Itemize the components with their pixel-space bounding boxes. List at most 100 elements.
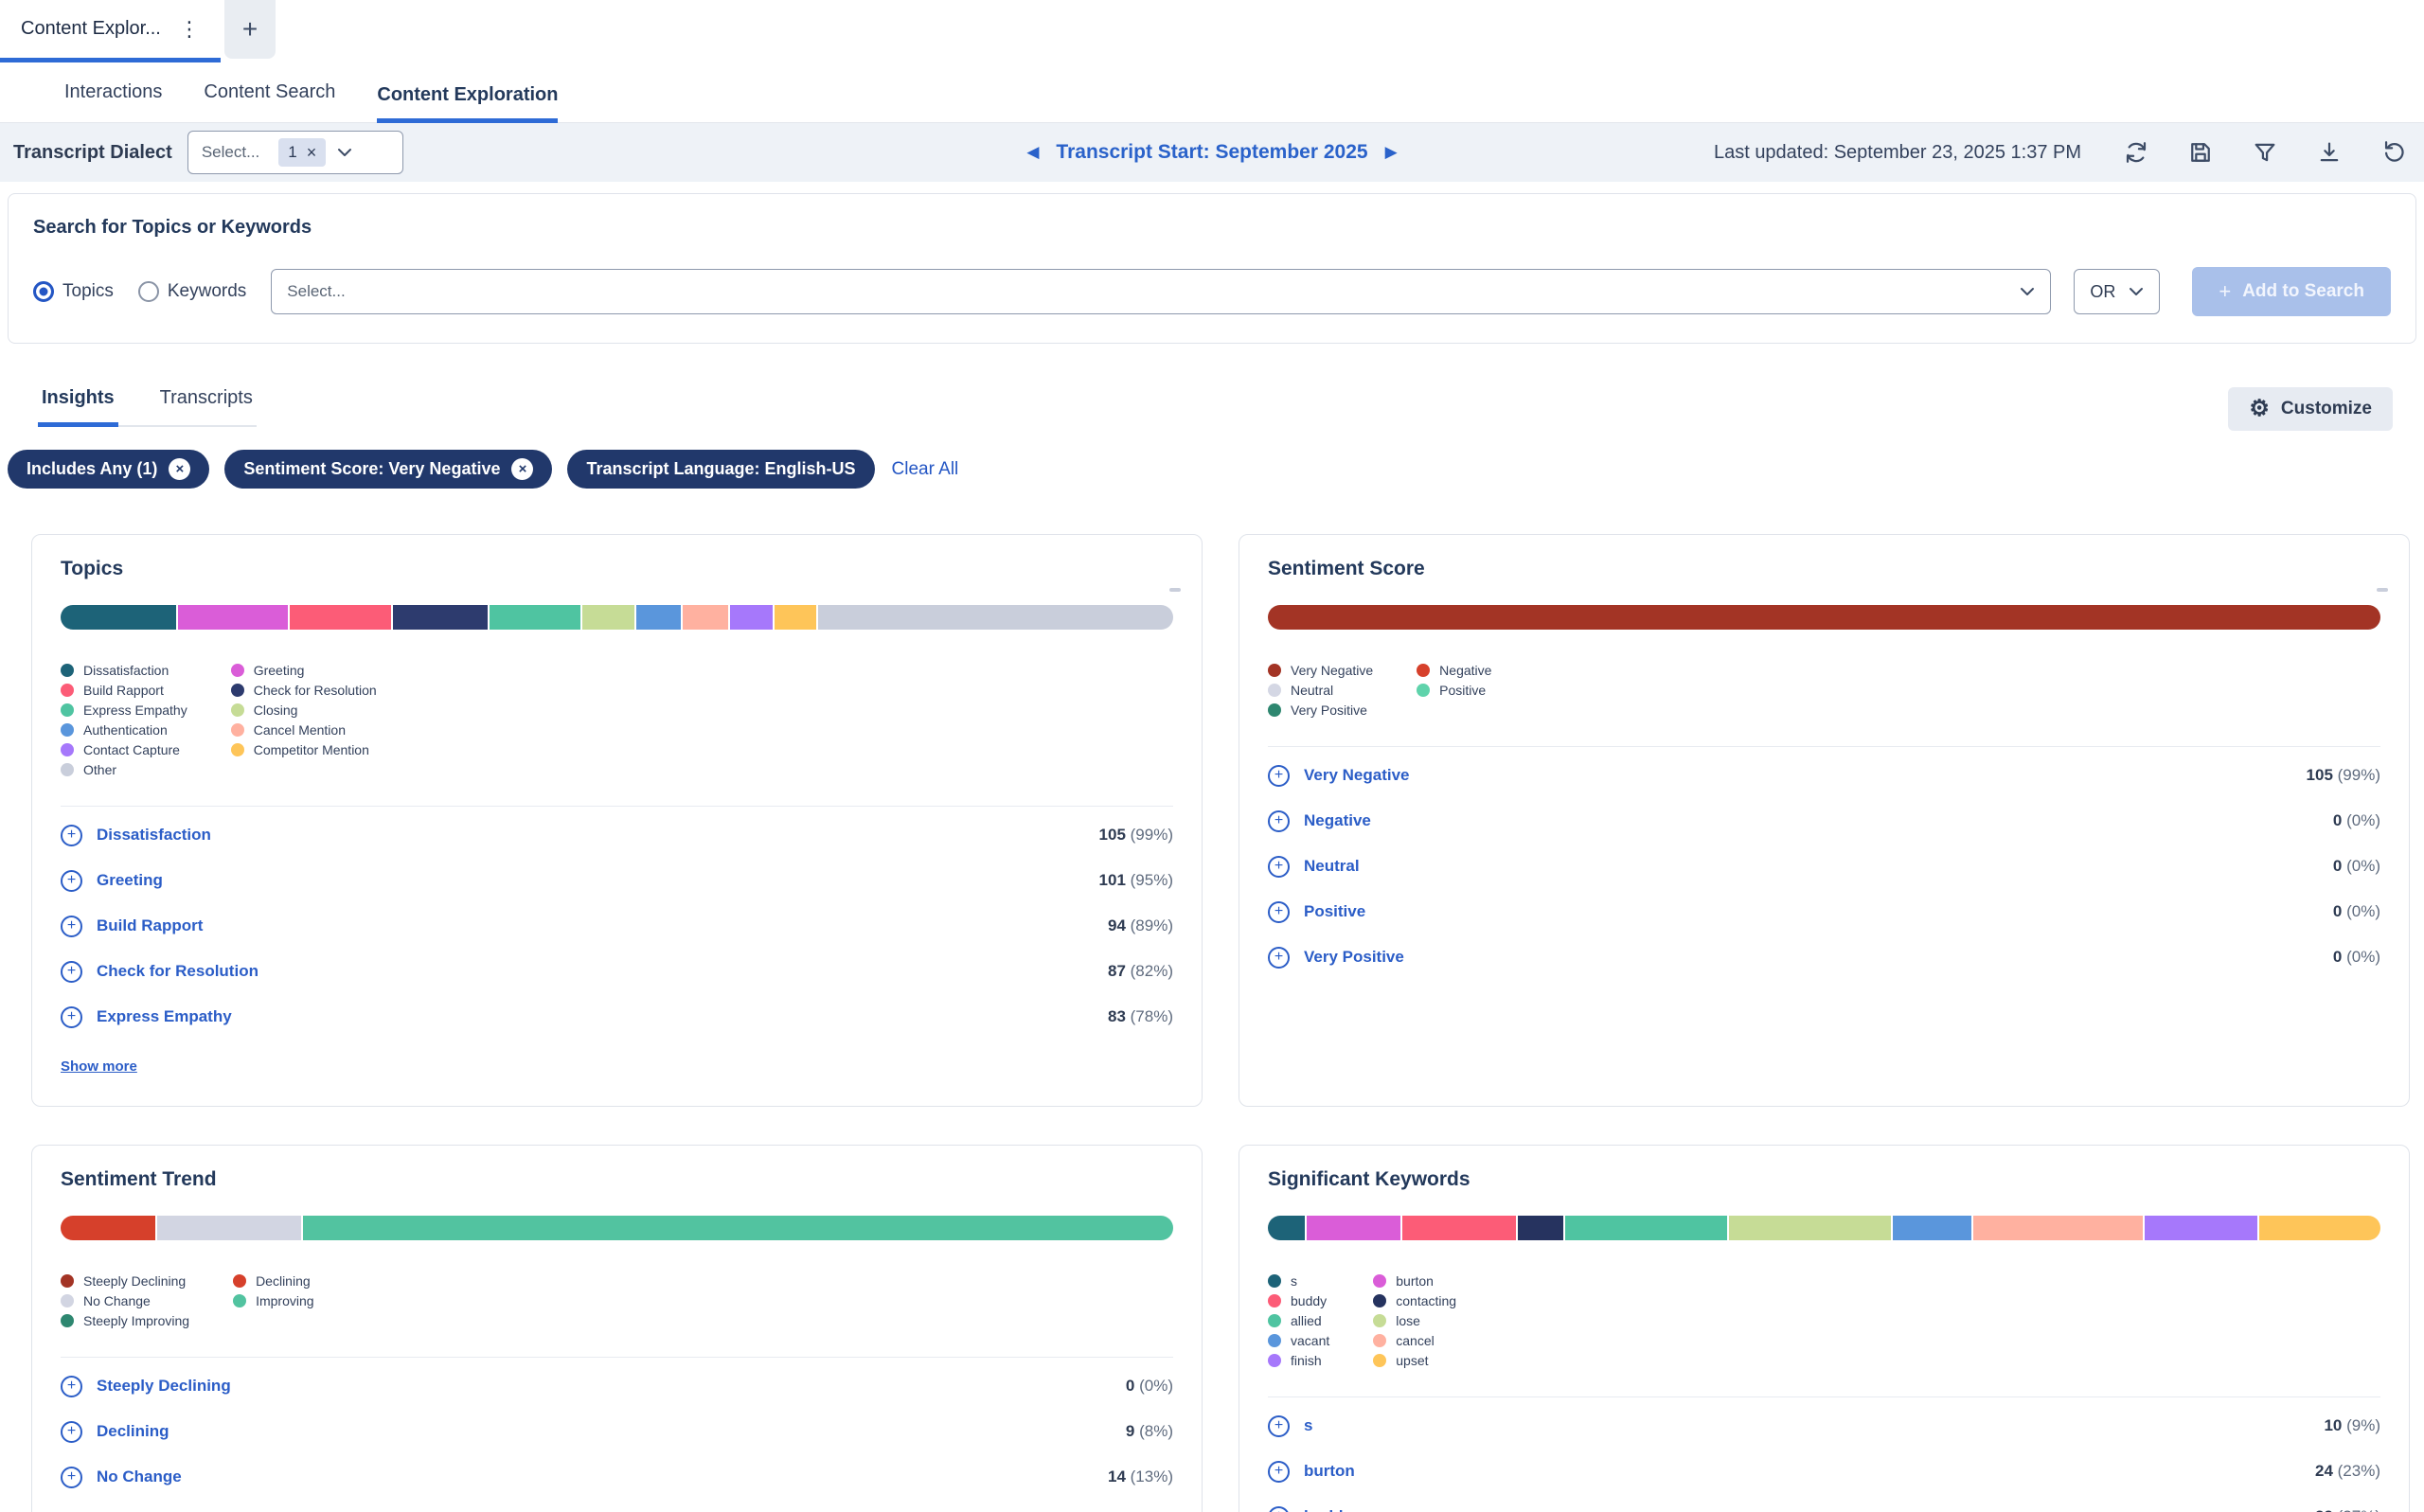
row-label[interactable]: Neutral (1304, 857, 1360, 876)
bar-segment-closing[interactable] (582, 605, 634, 630)
row-label[interactable]: No Change (97, 1468, 182, 1486)
expand-plus-icon[interactable]: + (1268, 1506, 1290, 1512)
clear-all-link[interactable]: Clear All (892, 459, 959, 480)
bar-segment-buddy[interactable] (1402, 1216, 1515, 1240)
expand-plus-icon[interactable]: + (61, 916, 82, 937)
bar-segment-very-negative[interactable] (1268, 605, 2380, 630)
period-next-icon[interactable]: ▶ (1385, 143, 1398, 162)
bar-segment-lose[interactable] (1729, 1216, 1891, 1240)
legend-dot (61, 723, 74, 737)
legend-item-vacant: vacant (1268, 1330, 1329, 1350)
row-label[interactable]: Steeply Declining (97, 1377, 231, 1396)
expand-plus-icon[interactable]: + (61, 825, 82, 846)
expand-plus-icon[interactable]: + (1268, 1415, 1290, 1437)
radio-topics[interactable]: Topics (33, 281, 114, 302)
search-panel-title: Search for Topics or Keywords (33, 217, 2391, 239)
bar-segment-build-rapport[interactable] (290, 605, 391, 630)
row-label[interactable]: Dissatisfaction (97, 826, 211, 845)
filter-icon[interactable] (2252, 139, 2278, 166)
row-label[interactable]: Declining (97, 1422, 169, 1441)
bar-segment-contact-capture[interactable] (730, 605, 773, 630)
active-filters: Includes Any (1)×Sentiment Score: Very N… (8, 450, 2416, 489)
bar-segment-upset[interactable] (2259, 1216, 2380, 1240)
list-row-build-rapport: +Build Rapport94 (89%) (61, 903, 1173, 949)
bar-segment-burton[interactable] (1307, 1216, 1401, 1240)
list-row-negative: +Negative0 (0%) (1268, 798, 2380, 844)
bar-segment-finish[interactable] (2145, 1216, 2257, 1240)
bar-segment-declining[interactable] (61, 1216, 155, 1240)
bar-segment-other[interactable] (818, 605, 1173, 630)
refresh-icon[interactable] (2123, 139, 2149, 166)
add-to-search-label: Add to Search (2242, 281, 2364, 302)
expand-plus-icon[interactable]: + (1268, 810, 1290, 832)
download-icon[interactable] (2316, 139, 2343, 166)
remove-filter-icon[interactable]: × (169, 458, 190, 480)
nav-tab-content-exploration[interactable]: Content Exploration (377, 62, 558, 123)
legend-dot (1417, 684, 1430, 697)
filter-pill-includes-any-1: Includes Any (1)× (8, 450, 209, 489)
bar-segment-no-change[interactable] (157, 1216, 301, 1240)
bar-segment-authentication[interactable] (636, 605, 681, 630)
expand-plus-icon[interactable]: + (61, 1006, 82, 1028)
expand-plus-icon[interactable]: + (61, 1421, 82, 1443)
save-icon[interactable] (2187, 139, 2214, 166)
tab-insights[interactable]: Insights (38, 387, 118, 427)
expand-plus-icon[interactable]: + (1268, 856, 1290, 878)
row-label[interactable]: Build Rapport (97, 916, 203, 935)
add-to-search-button[interactable]: + Add to Search (2192, 267, 2391, 316)
legend-item-burton: burton (1373, 1271, 1456, 1290)
expand-plus-icon[interactable]: + (1268, 1461, 1290, 1483)
show-more-link[interactable]: Show more (61, 1058, 137, 1075)
bar-segment-express-empathy[interactable] (490, 605, 580, 630)
row-label[interactable]: Negative (1304, 811, 1371, 830)
row-label[interactable]: Check for Resolution (97, 962, 258, 981)
nav-tab-content-search[interactable]: Content Search (204, 62, 335, 123)
radio-unselected-icon[interactable] (138, 281, 159, 302)
bar-segment-allied[interactable] (1565, 1216, 1727, 1240)
radio-selected-icon[interactable] (33, 281, 54, 302)
tab-transcripts[interactable]: Transcripts (156, 387, 257, 427)
expand-plus-icon[interactable]: + (61, 961, 82, 983)
expand-plus-icon[interactable]: + (61, 1376, 82, 1397)
operator-select[interactable]: OR (2074, 269, 2160, 314)
tab-menu-icon[interactable]: ⋮ (175, 17, 204, 42)
row-label[interactable]: burton (1304, 1462, 1355, 1481)
bar-segment-competitor-mention[interactable] (775, 605, 816, 630)
window-tab[interactable]: Content Explor... ⋮ (0, 0, 221, 62)
topic-select[interactable]: Select... (271, 269, 2051, 314)
customize-button[interactable]: ⚙ Customize (2228, 387, 2393, 431)
bar-segment-vacant[interactable] (1893, 1216, 1971, 1240)
chip-clear-icon[interactable]: × (307, 144, 317, 161)
remove-filter-icon[interactable]: × (511, 458, 533, 480)
radio-keywords[interactable]: Keywords (138, 281, 246, 302)
reset-icon[interactable] (2380, 139, 2407, 166)
row-label[interactable]: Very Negative (1304, 766, 1410, 785)
nav-tab-interactions[interactable]: Interactions (64, 62, 162, 123)
legend-item-dissatisfaction: Dissatisfaction (61, 660, 187, 680)
legend-item-improving: Improving (233, 1290, 313, 1310)
row-label[interactable]: Very Positive (1304, 948, 1404, 967)
period-prev-icon[interactable]: ◀ (1026, 143, 1039, 162)
expand-plus-icon[interactable]: + (1268, 947, 1290, 969)
row-label[interactable]: buddy (1304, 1507, 1352, 1512)
bar-segment-improving[interactable] (303, 1216, 1173, 1240)
row-label[interactable]: Greeting (97, 871, 163, 890)
row-label[interactable]: s (1304, 1416, 1312, 1435)
bar-segment-check-for-resolution[interactable] (393, 605, 487, 630)
bar-segment-cancel[interactable] (1973, 1216, 2143, 1240)
expand-plus-icon[interactable]: + (61, 870, 82, 892)
bar-segment-cancel-mention[interactable] (683, 605, 727, 630)
bar-segment-s[interactable] (1268, 1216, 1305, 1240)
view-tabs: Insights Transcripts (38, 387, 257, 427)
plus-icon: + (2219, 279, 2231, 304)
bar-segment-greeting[interactable] (178, 605, 288, 630)
new-tab-button[interactable]: + (224, 0, 276, 59)
expand-plus-icon[interactable]: + (1268, 765, 1290, 787)
expand-plus-icon[interactable]: + (1268, 901, 1290, 923)
dialect-select[interactable]: Select... 1 × (187, 131, 403, 174)
expand-plus-icon[interactable]: + (61, 1467, 82, 1488)
row-label[interactable]: Express Empathy (97, 1007, 232, 1026)
row-label[interactable]: Positive (1304, 902, 1365, 921)
bar-segment-contacting[interactable] (1518, 1216, 1563, 1240)
bar-segment-dissatisfaction[interactable] (61, 605, 176, 630)
